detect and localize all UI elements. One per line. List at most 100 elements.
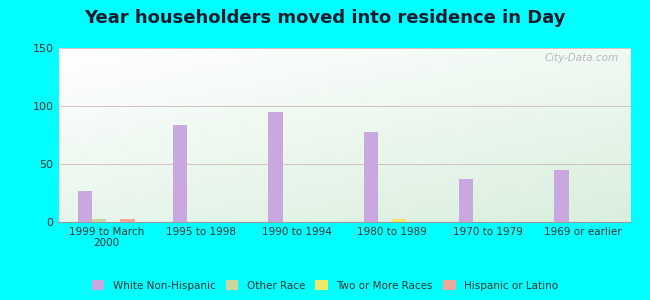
Bar: [265, 218, 270, 220]
Bar: [350, 131, 356, 133]
Bar: [122, 118, 127, 119]
Bar: [150, 200, 156, 201]
Bar: [402, 104, 408, 105]
Bar: [122, 151, 127, 152]
Bar: [299, 154, 304, 156]
Bar: [459, 123, 465, 124]
Bar: [304, 201, 310, 203]
Bar: [567, 88, 573, 90]
Bar: [87, 135, 93, 137]
Bar: [333, 201, 339, 203]
Bar: [64, 152, 70, 154]
Bar: [533, 92, 539, 93]
Bar: [316, 210, 322, 212]
Bar: [81, 170, 87, 172]
Bar: [179, 203, 185, 205]
Bar: [185, 107, 190, 109]
Bar: [339, 90, 345, 92]
Bar: [545, 52, 551, 53]
Bar: [528, 130, 533, 131]
Bar: [224, 102, 230, 104]
Bar: [367, 104, 373, 105]
Bar: [590, 208, 596, 210]
Bar: [213, 116, 218, 118]
Bar: [602, 107, 608, 109]
Bar: [356, 53, 361, 55]
Bar: [213, 72, 218, 74]
Bar: [339, 161, 345, 163]
Bar: [528, 142, 533, 144]
Bar: [402, 118, 408, 119]
Bar: [482, 201, 488, 203]
Bar: [556, 137, 562, 139]
Bar: [316, 130, 322, 131]
Bar: [385, 70, 390, 72]
Bar: [218, 93, 224, 95]
Bar: [499, 131, 504, 133]
Bar: [579, 192, 585, 194]
Bar: [224, 189, 230, 191]
Bar: [499, 70, 504, 72]
Bar: [545, 100, 551, 102]
Bar: [424, 185, 430, 187]
Bar: [167, 55, 173, 57]
Bar: [247, 147, 253, 149]
Bar: [424, 67, 430, 69]
Bar: [459, 213, 465, 215]
Bar: [161, 123, 167, 124]
Bar: [465, 165, 471, 166]
Bar: [373, 58, 379, 60]
Bar: [218, 147, 224, 149]
Bar: [567, 144, 573, 146]
Bar: [265, 131, 270, 133]
Bar: [242, 90, 247, 92]
Bar: [430, 205, 436, 206]
Bar: [419, 78, 424, 79]
Bar: [579, 184, 585, 185]
Bar: [230, 156, 236, 158]
Bar: [202, 173, 207, 175]
Bar: [390, 215, 396, 217]
Bar: [573, 154, 579, 156]
Bar: [390, 112, 396, 114]
Bar: [533, 62, 539, 64]
Bar: [447, 212, 453, 213]
Bar: [122, 170, 127, 172]
Bar: [373, 205, 379, 206]
Bar: [161, 102, 167, 104]
Bar: [442, 215, 447, 217]
Bar: [224, 154, 230, 156]
Bar: [190, 185, 196, 187]
Bar: [322, 57, 328, 59]
Bar: [453, 189, 459, 191]
Bar: [167, 123, 173, 124]
Bar: [408, 203, 413, 205]
Bar: [453, 213, 459, 215]
Bar: [218, 198, 224, 200]
Bar: [436, 220, 442, 222]
Bar: [619, 90, 625, 92]
Bar: [344, 215, 350, 217]
Bar: [573, 48, 579, 50]
Bar: [328, 74, 333, 76]
Bar: [173, 124, 179, 126]
Bar: [545, 168, 551, 170]
Bar: [122, 126, 127, 128]
Bar: [276, 81, 281, 83]
Bar: [585, 57, 590, 59]
Bar: [316, 123, 322, 124]
Bar: [493, 135, 499, 137]
Bar: [281, 184, 287, 185]
Bar: [276, 201, 281, 203]
Bar: [310, 218, 316, 220]
Bar: [516, 208, 522, 210]
Bar: [218, 124, 224, 126]
Bar: [138, 180, 144, 182]
Bar: [573, 163, 579, 165]
Bar: [373, 163, 379, 165]
Bar: [287, 180, 293, 182]
Bar: [99, 191, 104, 192]
Bar: [408, 198, 413, 200]
Bar: [573, 156, 579, 158]
Bar: [304, 191, 310, 192]
